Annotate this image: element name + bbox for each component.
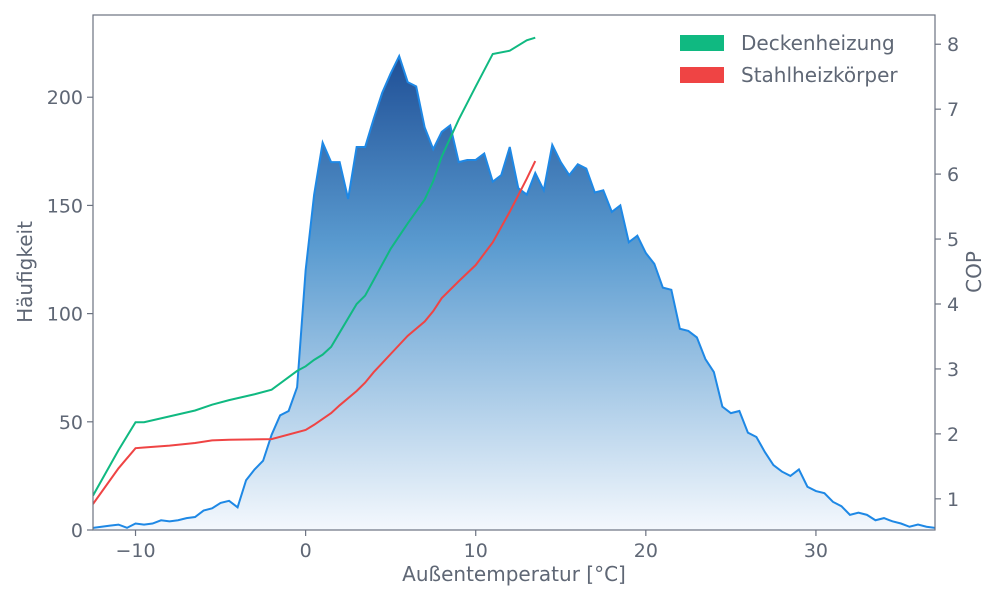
x-axis-title: Außentemperatur [°C] <box>402 562 626 586</box>
x-tick-label: 30 <box>804 540 828 562</box>
y-right-tick-label: 5 <box>947 229 959 251</box>
legend-swatch-deckenheizung <box>680 35 724 51</box>
legend-label-deckenheizung: Deckenheizung <box>741 31 895 55</box>
y-left-tick-label: 0 <box>71 520 83 542</box>
y-right-tick-label: 1 <box>947 489 959 511</box>
x-tick-label: 0 <box>300 540 312 562</box>
y-right-axis-ticks: 1 2 3 4 5 6 7 8 <box>935 34 959 511</box>
x-tick-label: 20 <box>634 540 658 562</box>
series-line-stahlheizkoerper <box>93 160 537 505</box>
y-right-axis-title: COP <box>962 251 986 293</box>
y-right-tick-label: 2 <box>947 424 959 446</box>
y-left-tick-label: 100 <box>47 304 83 326</box>
x-tick-label: 10 <box>464 540 488 562</box>
y-left-axis-ticks: 0 50 100 150 200 <box>47 87 93 542</box>
frequency-area <box>93 56 935 530</box>
legend-label-stahlheizkoerper: Stahlheizkörper <box>741 63 898 87</box>
x-tick-label: −10 <box>115 540 155 562</box>
legend-swatch-stahlheizkoerper <box>680 67 724 83</box>
series-line-deckenheizung <box>93 36 536 497</box>
frequency-line <box>93 53 935 529</box>
y-right-tick-label: 3 <box>947 359 959 381</box>
legend: Deckenheizung Stahlheizkörper <box>680 31 898 87</box>
y-left-tick-label: 150 <box>47 195 83 217</box>
plot-frame <box>92 14 936 531</box>
y-right-tick-label: 4 <box>947 294 959 316</box>
y-right-tick-label: 8 <box>947 34 959 56</box>
plot-area <box>93 36 935 530</box>
y-left-tick-label: 50 <box>59 412 83 434</box>
y-left-axis-title: Häufigkeit <box>13 221 37 323</box>
x-axis-ticks: −10 0 10 20 30 <box>115 530 828 562</box>
y-right-tick-label: 6 <box>947 164 959 186</box>
y-left-tick-label: 200 <box>47 87 83 109</box>
y-right-tick-label: 7 <box>947 99 959 121</box>
